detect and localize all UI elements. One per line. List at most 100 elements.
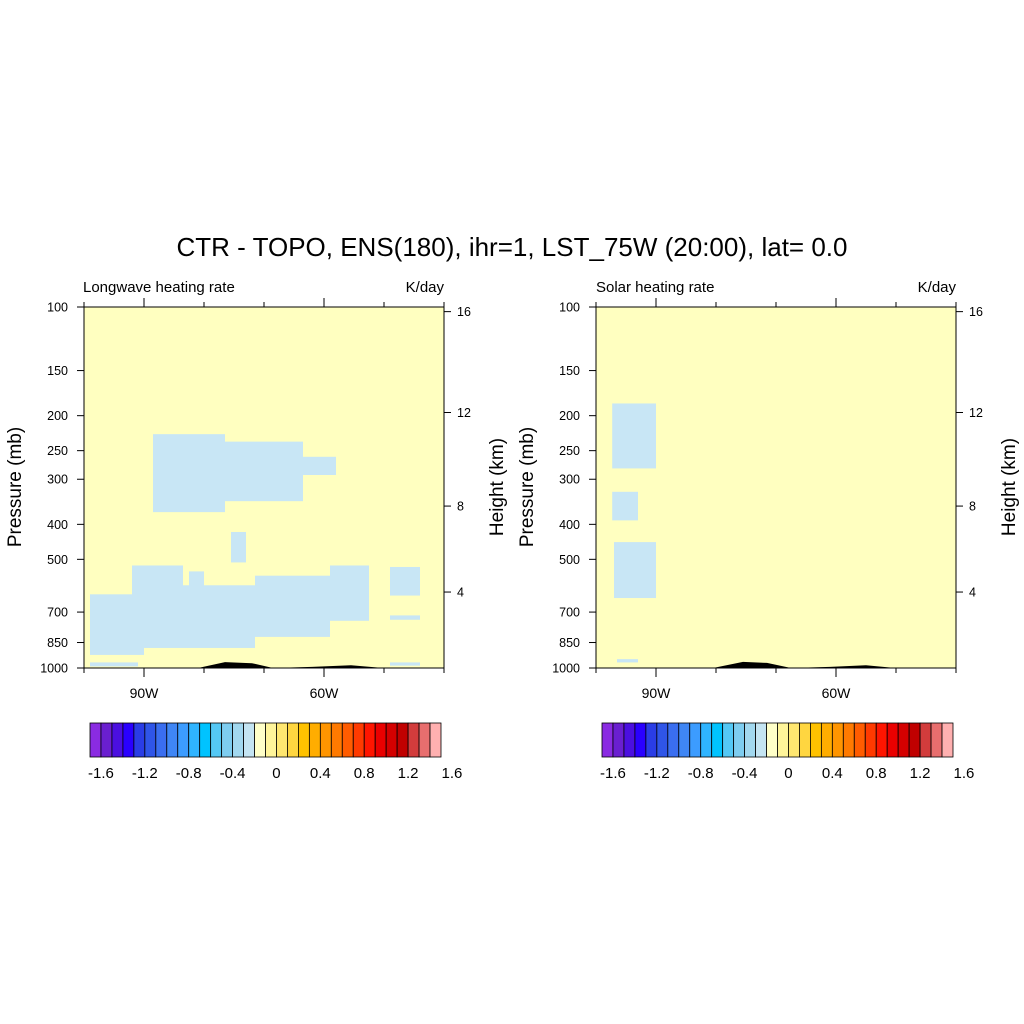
colorbar-label: 1.2 bbox=[910, 765, 931, 782]
colorbar-swatch bbox=[853, 722, 866, 758]
colorbar-label: -1.6 bbox=[600, 765, 626, 782]
panel-longwave: Longwave heating rate K/day 90W 60W 100 150… bbox=[5, 279, 508, 782]
y-tick-label: 200 bbox=[559, 409, 580, 423]
colorbar-swatch bbox=[799, 722, 811, 758]
colorbar-swatch bbox=[232, 722, 244, 758]
height-tick-label: 12 bbox=[457, 406, 471, 420]
panel-title: Longwave heating rate bbox=[83, 279, 235, 296]
colorbar-swatch bbox=[221, 722, 233, 758]
colorbar-swatch bbox=[352, 722, 365, 758]
colorbar-label: 1.2 bbox=[398, 765, 419, 782]
x-tick-label: 60W bbox=[822, 685, 852, 701]
negative-region bbox=[390, 615, 420, 620]
negative-region bbox=[90, 594, 144, 655]
colorbar-swatch bbox=[766, 722, 778, 758]
y-tick-label: 1000 bbox=[40, 662, 68, 676]
colorbar-swatch bbox=[254, 722, 266, 758]
colorbar-swatch bbox=[777, 722, 789, 758]
colorbar-label: 0 bbox=[784, 765, 792, 782]
negative-region bbox=[231, 531, 246, 563]
colorbar-swatch bbox=[678, 722, 691, 758]
colorbar-label: -0.4 bbox=[220, 765, 246, 782]
panel-solar: Solar heating rate K/day 90W 60W 100 150 200… bbox=[517, 279, 1020, 782]
colorbar-swatch bbox=[788, 722, 800, 758]
y-tick-label: 150 bbox=[559, 364, 580, 378]
plot-area: 90W 60W 100 150 200 250 300 400 500 700 850 1000 16 1… bbox=[40, 298, 471, 701]
negative-region bbox=[612, 491, 638, 521]
colorbar-swatch bbox=[133, 722, 146, 758]
y-axis-right-label: Height (km) bbox=[487, 438, 508, 536]
colorbar-label: -1.2 bbox=[644, 765, 670, 782]
y-tick-label: 850 bbox=[47, 636, 68, 650]
y-tick-label: 250 bbox=[47, 444, 68, 458]
y-tick-label: 150 bbox=[47, 364, 68, 378]
colorbar-swatch bbox=[429, 722, 442, 758]
negative-region bbox=[617, 659, 638, 663]
y-tick-label: 100 bbox=[47, 301, 68, 315]
x-tick-label: 90W bbox=[642, 685, 672, 701]
colorbar: -1.6 -1.2 -0.8 -0.4 0 0.4 0.8 1.2 1.6 bbox=[88, 722, 462, 782]
colorbar-swatch bbox=[396, 722, 409, 758]
colorbar-swatch bbox=[722, 722, 735, 758]
y-tick-label: 100 bbox=[559, 301, 580, 315]
topography bbox=[656, 661, 956, 668]
colorbar-swatch bbox=[810, 722, 822, 758]
colorbar-swatch bbox=[330, 722, 343, 758]
negative-region bbox=[390, 566, 420, 596]
height-tick-label: 8 bbox=[969, 500, 976, 514]
plot-area: 90W 60W 100 150 200 250 300 400 500 700 850 1000 16 1… bbox=[552, 298, 983, 701]
colorbar-swatch bbox=[908, 722, 921, 758]
colorbar-swatch bbox=[166, 722, 179, 758]
negative-region bbox=[90, 662, 138, 667]
figure-title: CTR - TOPO, ENS(180), ihr=1, LST_75W (20… bbox=[177, 232, 848, 262]
colorbar-swatch bbox=[711, 722, 724, 758]
colorbar-swatch bbox=[265, 722, 277, 758]
height-tick-label: 16 bbox=[969, 305, 983, 319]
colorbar-swatch bbox=[919, 722, 932, 758]
colorbar-swatch bbox=[374, 722, 387, 758]
y-tick-label: 1000 bbox=[552, 662, 580, 676]
colorbar-swatch bbox=[689, 722, 702, 758]
colorbar-label: 0.8 bbox=[354, 765, 375, 782]
negative-region bbox=[303, 456, 336, 476]
colorbar-swatch bbox=[243, 722, 255, 758]
field-background bbox=[596, 307, 956, 668]
colorbar-swatch bbox=[634, 722, 647, 758]
colorbar-label: -1.6 bbox=[88, 765, 114, 782]
colorbar-swatch bbox=[667, 722, 680, 758]
colorbar-swatch bbox=[612, 722, 625, 758]
negative-region bbox=[183, 585, 255, 648]
colorbar-label: 0.8 bbox=[866, 765, 887, 782]
negative-region bbox=[255, 575, 330, 637]
y-axis-label: Pressure (mb) bbox=[5, 427, 26, 547]
colorbar-swatch bbox=[864, 722, 877, 758]
y-tick-label: 300 bbox=[559, 473, 580, 487]
colorbar-swatch bbox=[875, 722, 888, 758]
negative-region bbox=[390, 662, 420, 666]
colorbar-swatch bbox=[287, 722, 299, 758]
colorbar-swatch bbox=[601, 722, 614, 758]
colorbar-swatch bbox=[210, 722, 223, 758]
colorbar-label: 0 bbox=[272, 765, 280, 782]
y-tick-label: 700 bbox=[559, 606, 580, 620]
height-tick-label: 8 bbox=[457, 500, 464, 514]
colorbar-swatch bbox=[363, 722, 376, 758]
height-tick-label: 4 bbox=[969, 586, 976, 600]
colorbar-swatch bbox=[831, 722, 844, 758]
y-axis-label: Pressure (mb) bbox=[517, 427, 538, 547]
colorbar-swatch bbox=[111, 722, 124, 758]
y-tick-label: 200 bbox=[47, 409, 68, 423]
units-label: K/day bbox=[406, 279, 445, 296]
colorbar-swatch bbox=[886, 722, 899, 758]
colorbar-swatch bbox=[155, 722, 168, 758]
colorbar-swatch bbox=[177, 722, 190, 758]
colorbar: -1.6 -1.2 -0.8 -0.4 0 0.4 0.8 1.2 1.6 bbox=[600, 722, 974, 782]
colorbar-swatch bbox=[820, 722, 833, 758]
y-tick-label: 500 bbox=[559, 553, 580, 567]
colorbar-swatch bbox=[842, 722, 855, 758]
colorbar-label: -0.8 bbox=[176, 765, 202, 782]
colorbar-swatch bbox=[897, 722, 910, 758]
y-tick-label: 500 bbox=[47, 553, 68, 567]
negative-region bbox=[330, 565, 369, 621]
negative-region bbox=[612, 403, 656, 469]
